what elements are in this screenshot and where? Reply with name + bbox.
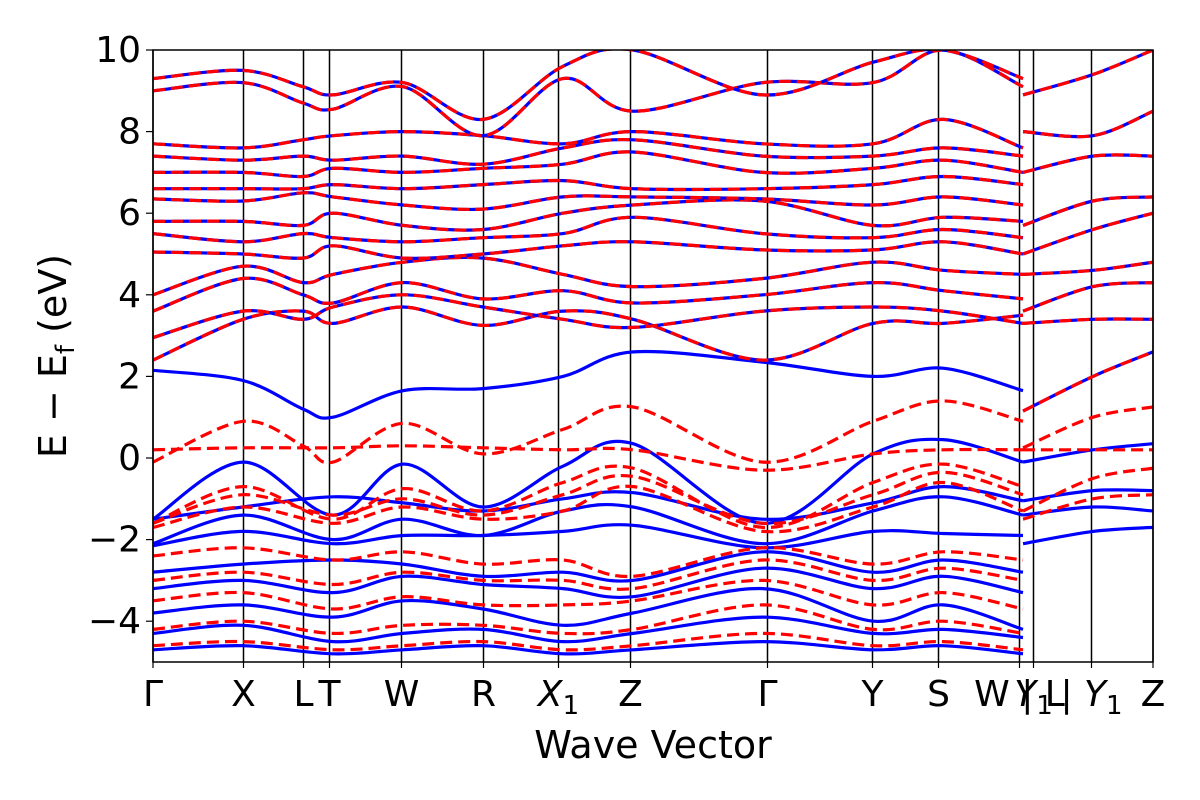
- x-tick-label: | Y1: [1060, 674, 1122, 721]
- x-tick-label: T: [318, 674, 342, 715]
- band-line-solid: [1022, 281, 1153, 313]
- band-line-solid: [153, 50, 1024, 138]
- band-line-dashed: [153, 255, 1024, 297]
- band-line-dashed: [153, 137, 1024, 166]
- y-tick-label: 0: [118, 438, 141, 479]
- band-line-dashed: [1022, 153, 1153, 174]
- band-line-dashed: [153, 50, 1024, 122]
- band-line-dashed: [1022, 405, 1153, 450]
- x-tick-label: R: [471, 674, 496, 715]
- band-line-dashed: [153, 240, 1024, 260]
- x-tick-label: Z: [618, 674, 643, 715]
- y-tick-label: −4: [88, 601, 141, 642]
- kpoint-lines: [152, 50, 1154, 662]
- band-line-solid: [153, 566, 1024, 599]
- x-tick-label: W: [384, 674, 420, 715]
- band-line-solid: [1022, 488, 1153, 503]
- band-line-dashed: [153, 444, 1024, 472]
- plot-frame: [152, 49, 1154, 663]
- band-line-dashed: [1022, 109, 1153, 139]
- band-line-dashed: [1022, 50, 1153, 97]
- x-tick-label: Y1: [1014, 674, 1053, 721]
- y-tick-label: −2: [88, 520, 141, 561]
- band-line-dashed: [1022, 260, 1153, 276]
- band-line-dashed: [153, 191, 1024, 211]
- band-line-solid: [1022, 525, 1153, 546]
- band-line-solid: [1022, 195, 1153, 227]
- band-line-dashed: [1022, 493, 1153, 521]
- band-line-solid: [1022, 442, 1153, 464]
- band-line-dashed: [153, 276, 1024, 313]
- y-tick-label: 4: [118, 275, 141, 316]
- band-curves: [153, 50, 1153, 656]
- band-line-dashed: [1022, 317, 1153, 325]
- y-axis-ticks: −4 −2 0 2 4 6 8 10: [88, 30, 153, 642]
- band-line-solid: [153, 523, 1024, 550]
- band-line-dashed: [153, 631, 1024, 652]
- band-line-dashed: [153, 174, 1024, 192]
- y-tick-label: 8: [118, 112, 141, 153]
- x-tick-label: Γ: [757, 674, 777, 715]
- band-line-dashed: [153, 546, 1024, 578]
- band-line-solid: [153, 50, 1024, 122]
- band-line-dashed: [153, 480, 1024, 534]
- y-axis-label-main: E − E: [31, 354, 75, 458]
- band-line-solid: [153, 550, 1024, 583]
- band-line-dashed: [153, 198, 1024, 232]
- band-line-dashed: [1022, 281, 1153, 313]
- x-tick-label: X1: [536, 674, 579, 721]
- y-axis-label: E − Ef (eV): [31, 254, 81, 458]
- band-line-dashed: [153, 558, 1024, 591]
- x-tick-label: W | L: [974, 674, 1065, 715]
- band-line-dashed: [153, 578, 1024, 611]
- x-axis-label: Wave Vector: [534, 723, 772, 767]
- y-tick-label: 6: [118, 193, 141, 234]
- y-tick-label: 10: [95, 30, 141, 71]
- band-line-solid: [1022, 153, 1153, 174]
- band-line-solid: [153, 349, 1024, 420]
- band-line-solid: [153, 305, 1024, 362]
- band-line-dashed: [153, 293, 1024, 340]
- band-line-solid: [153, 640, 1024, 656]
- band-line-dashed: [153, 399, 1024, 465]
- band-line-dashed: [153, 215, 1024, 244]
- band-line-solid: [153, 586, 1024, 631]
- band-line-dashed: [153, 470, 1024, 526]
- band-line-dashed: [153, 462, 1024, 530]
- x-tick-label: Y: [861, 674, 885, 715]
- band-line-dashed: [153, 150, 1024, 179]
- y-tick-label: 2: [118, 356, 141, 397]
- band-line-dashed: [1022, 350, 1153, 413]
- band-line-dashed: [1022, 466, 1153, 513]
- band-line-dashed: [1022, 195, 1153, 227]
- y-axis-label-unit: (eV): [31, 254, 75, 345]
- x-axis-ticks: Γ X L T W R X1 Z Γ Y S W | LY1 | Y1 Z: [143, 662, 1165, 721]
- band-line-solid: [1022, 505, 1153, 517]
- band-line-dashed: [1022, 211, 1153, 256]
- band-line-dashed: [153, 603, 1024, 636]
- x-tick-label: X: [231, 674, 256, 715]
- x-tick-label: Γ: [143, 674, 163, 715]
- x-tick-label: L: [293, 674, 313, 715]
- band-line-dashed: [153, 117, 1024, 150]
- band-line-solid: [153, 615, 1024, 644]
- band-line-solid: [153, 437, 1024, 525]
- y-axis-label-sub: f: [51, 344, 81, 354]
- band-line-solid: [1022, 109, 1153, 139]
- x-tick-label: S: [927, 674, 950, 715]
- x-tick-label: Z: [1141, 674, 1166, 715]
- band-line-dashed: [153, 50, 1024, 138]
